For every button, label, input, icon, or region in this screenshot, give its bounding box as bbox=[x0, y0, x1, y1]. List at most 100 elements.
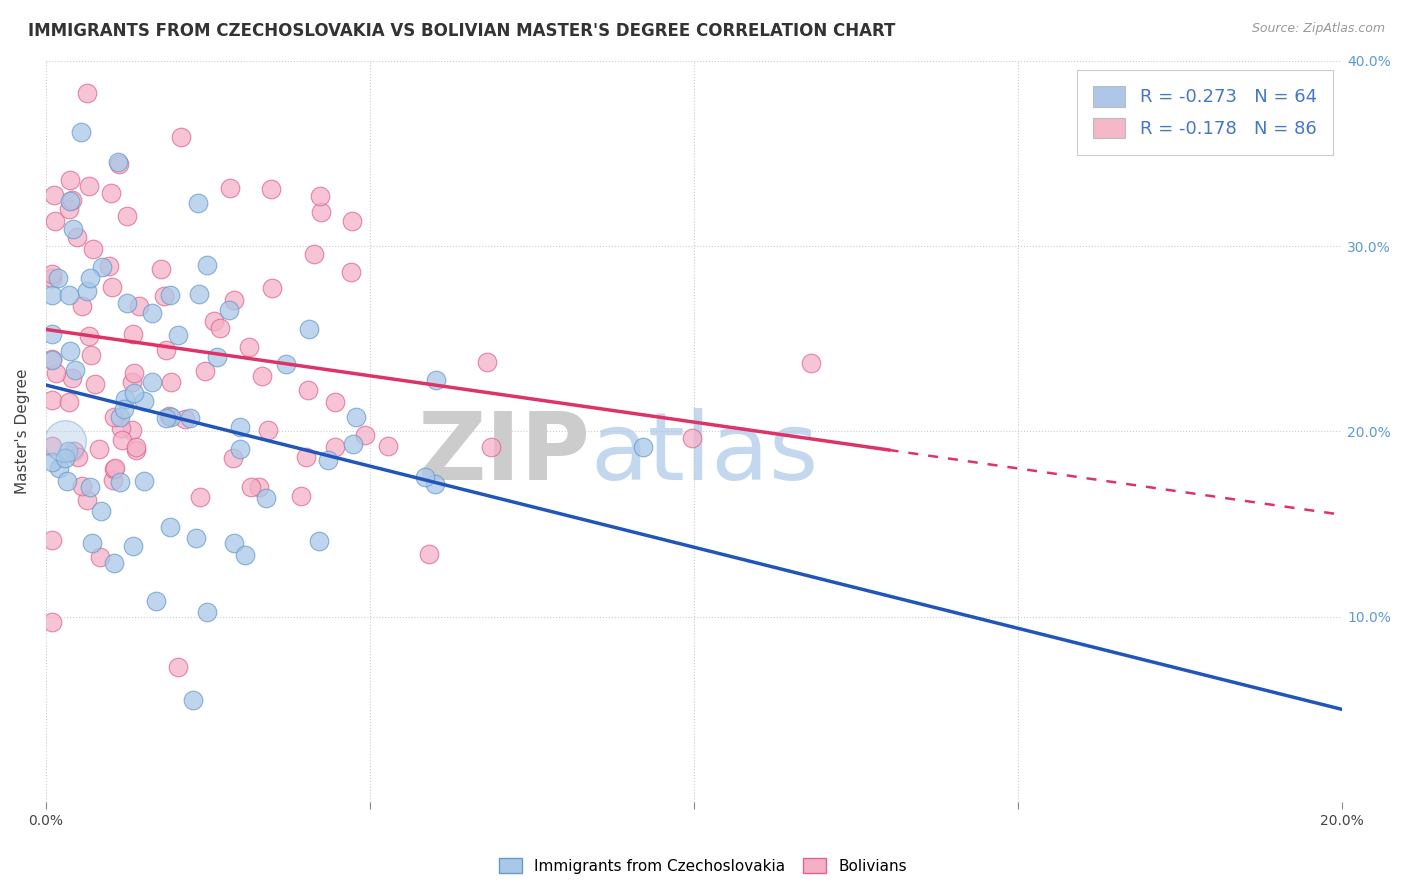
Point bbox=[103, 409, 125, 424]
Point bbox=[239, 480, 262, 494]
Point bbox=[160, 376, 183, 390]
Point bbox=[66, 450, 89, 464]
Point bbox=[228, 420, 250, 434]
Point bbox=[222, 536, 245, 550]
Point bbox=[183, 692, 205, 706]
Point bbox=[155, 343, 177, 358]
Point bbox=[308, 533, 330, 548]
Point bbox=[159, 410, 181, 425]
Point bbox=[145, 594, 167, 608]
Point bbox=[141, 306, 163, 320]
Point bbox=[41, 352, 63, 367]
Point bbox=[91, 260, 114, 275]
Point bbox=[353, 427, 375, 442]
Point bbox=[63, 362, 86, 376]
Point bbox=[108, 410, 131, 425]
Point bbox=[114, 401, 136, 416]
Point bbox=[103, 462, 125, 476]
Point bbox=[155, 411, 177, 425]
Point bbox=[41, 455, 63, 469]
Point bbox=[418, 548, 440, 562]
Point bbox=[58, 202, 80, 217]
Point bbox=[169, 130, 191, 145]
Point bbox=[681, 431, 703, 445]
Point bbox=[340, 265, 363, 279]
Point bbox=[62, 443, 84, 458]
Point bbox=[166, 327, 188, 342]
Point bbox=[76, 285, 98, 299]
Legend: R = -0.273   N = 64, R = -0.178   N = 86: R = -0.273 N = 64, R = -0.178 N = 86 bbox=[1077, 70, 1333, 154]
Point bbox=[218, 303, 240, 318]
Point bbox=[62, 222, 84, 236]
Point bbox=[41, 351, 63, 366]
Point bbox=[323, 440, 346, 454]
Text: Source: ZipAtlas.com: Source: ZipAtlas.com bbox=[1251, 22, 1385, 36]
Point bbox=[222, 451, 245, 466]
Point bbox=[159, 520, 181, 534]
Point bbox=[70, 479, 93, 493]
Point bbox=[425, 373, 447, 387]
Point bbox=[101, 280, 124, 294]
Point bbox=[107, 154, 129, 169]
Point bbox=[44, 214, 66, 228]
Point bbox=[247, 480, 270, 494]
Point bbox=[179, 410, 201, 425]
Point bbox=[53, 450, 76, 465]
Point bbox=[41, 271, 63, 285]
Point bbox=[425, 477, 447, 491]
Point bbox=[141, 375, 163, 389]
Point bbox=[124, 386, 146, 401]
Point bbox=[132, 474, 155, 488]
Point bbox=[103, 461, 125, 475]
Point bbox=[415, 470, 437, 484]
Point bbox=[184, 531, 207, 545]
Point bbox=[60, 193, 83, 207]
Point bbox=[111, 433, 134, 447]
Point bbox=[318, 453, 340, 467]
Point bbox=[153, 288, 176, 302]
Point bbox=[56, 474, 79, 488]
Point bbox=[167, 660, 190, 674]
Point bbox=[260, 181, 283, 195]
Point bbox=[344, 409, 367, 424]
Point bbox=[80, 348, 103, 362]
Point bbox=[260, 281, 283, 295]
Point bbox=[80, 536, 103, 550]
Point bbox=[82, 242, 104, 256]
Legend: Immigrants from Czechoslovakia, Bolivians: Immigrants from Czechoslovakia, Bolivian… bbox=[492, 852, 914, 880]
Point bbox=[202, 314, 225, 328]
Point bbox=[58, 288, 80, 302]
Point bbox=[238, 341, 260, 355]
Text: ZIP: ZIP bbox=[418, 408, 591, 500]
Point bbox=[108, 475, 131, 489]
Point bbox=[79, 271, 101, 285]
Point bbox=[59, 344, 82, 359]
Point bbox=[194, 363, 217, 377]
Point bbox=[295, 450, 318, 465]
Point bbox=[76, 493, 98, 508]
Point bbox=[233, 548, 256, 562]
Point bbox=[97, 259, 120, 273]
Point bbox=[60, 371, 83, 385]
Point bbox=[159, 288, 181, 302]
Point bbox=[195, 259, 218, 273]
Point bbox=[55, 434, 77, 448]
Point bbox=[125, 443, 148, 458]
Text: IMMIGRANTS FROM CZECHOSLOVAKIA VS BOLIVIAN MASTER'S DEGREE CORRELATION CHART: IMMIGRANTS FROM CZECHOSLOVAKIA VS BOLIVI… bbox=[28, 22, 896, 40]
Point bbox=[187, 286, 209, 301]
Point bbox=[41, 392, 63, 407]
Point bbox=[41, 267, 63, 281]
Point bbox=[83, 377, 105, 392]
Point bbox=[121, 375, 143, 389]
Point bbox=[631, 440, 654, 454]
Point bbox=[377, 438, 399, 452]
Point bbox=[479, 440, 502, 454]
Point bbox=[70, 125, 93, 139]
Point bbox=[298, 322, 321, 336]
Point bbox=[45, 366, 67, 380]
Point bbox=[308, 189, 330, 203]
Point bbox=[224, 293, 246, 308]
Point bbox=[58, 395, 80, 409]
Point bbox=[115, 209, 138, 223]
Point bbox=[122, 326, 145, 341]
